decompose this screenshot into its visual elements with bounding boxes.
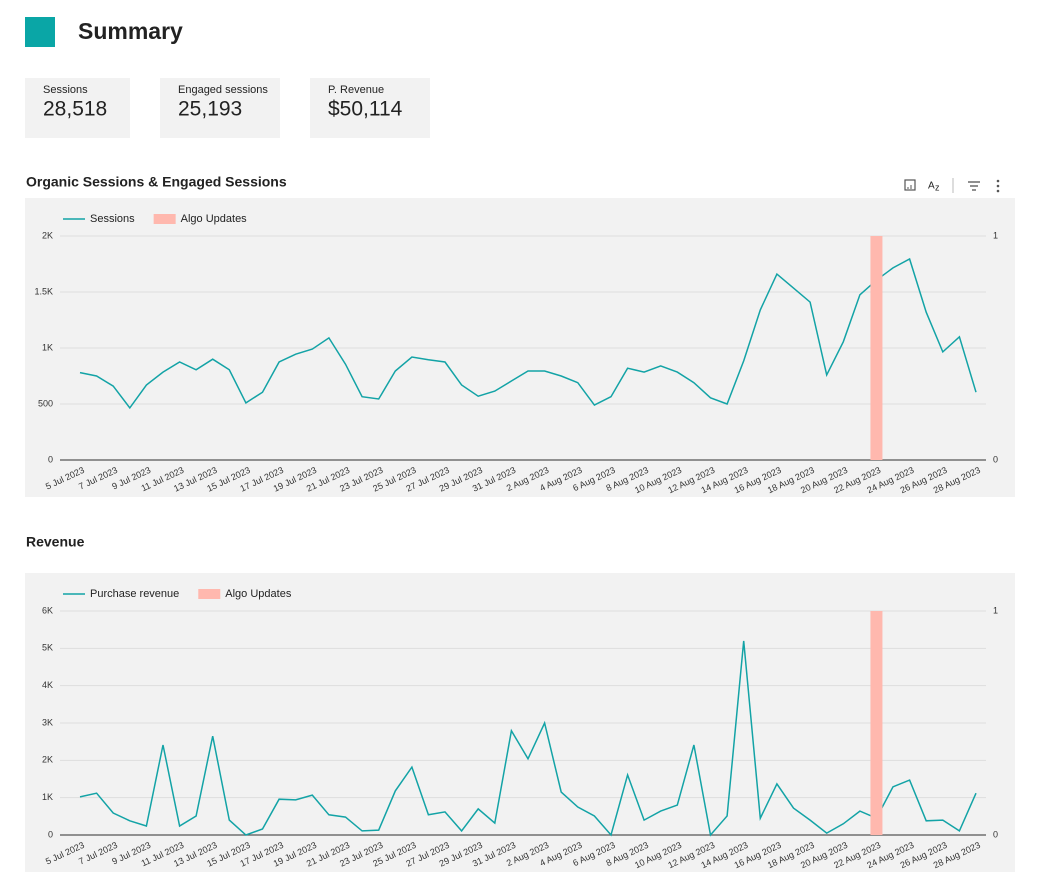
scorecard-value: 28,518 bbox=[43, 98, 107, 121]
y-tick-label: 4K bbox=[42, 680, 53, 690]
y-tick-label: 2K bbox=[42, 230, 53, 240]
legend-swatch bbox=[198, 589, 221, 599]
y-tick-label: 1K bbox=[42, 792, 53, 802]
legend-label: Sessions bbox=[90, 213, 135, 225]
line bbox=[79, 257, 977, 410]
scorecard bbox=[310, 78, 430, 138]
bar bbox=[870, 236, 883, 460]
scorecard bbox=[25, 78, 130, 138]
chart-title: Revenue bbox=[26, 534, 85, 550]
scorecard-label: Engaged sessions bbox=[178, 84, 268, 96]
scorecard-label: P. Revenue bbox=[328, 84, 384, 96]
scorecard bbox=[160, 78, 280, 138]
y-tick-label: 2K bbox=[42, 755, 53, 765]
legend-label: Purchase revenue bbox=[90, 588, 179, 600]
y2-tick-label: 1 bbox=[993, 230, 998, 240]
y-tick-label: 1K bbox=[42, 342, 53, 352]
line bbox=[79, 640, 977, 837]
bar bbox=[870, 611, 883, 835]
y-tick-label: 5K bbox=[42, 643, 53, 653]
chart-title: Organic Sessions & Engaged Sessions bbox=[26, 174, 287, 190]
scorecard-value: 25,193 bbox=[178, 98, 242, 121]
filter-icon[interactable] bbox=[968, 181, 980, 191]
y-tick-label: 500 bbox=[38, 398, 53, 408]
legend-swatch bbox=[153, 214, 176, 224]
page-title: Summary bbox=[78, 18, 183, 44]
y-tick-label: 0 bbox=[48, 454, 53, 464]
y-tick-label: 0 bbox=[48, 829, 53, 839]
y-tick-label: 1.5K bbox=[34, 286, 53, 296]
y-tick-label: 3K bbox=[42, 717, 53, 727]
scorecard-value: $50,114 bbox=[328, 98, 403, 121]
svg-text:z: z bbox=[935, 182, 940, 192]
y2-tick-label: 0 bbox=[993, 454, 998, 464]
more-icon[interactable] bbox=[996, 179, 1000, 193]
legend-label: Algo Updates bbox=[225, 588, 292, 600]
y2-tick-label: 1 bbox=[993, 605, 998, 615]
svg-text:A: A bbox=[928, 181, 935, 192]
logo-square bbox=[25, 17, 55, 47]
y2-tick-label: 0 bbox=[993, 829, 998, 839]
scorecard-label: Sessions bbox=[43, 84, 88, 96]
legend-label: Algo Updates bbox=[181, 213, 248, 225]
chart-type-icon[interactable] bbox=[904, 179, 916, 191]
y-tick-label: 6K bbox=[42, 605, 53, 615]
